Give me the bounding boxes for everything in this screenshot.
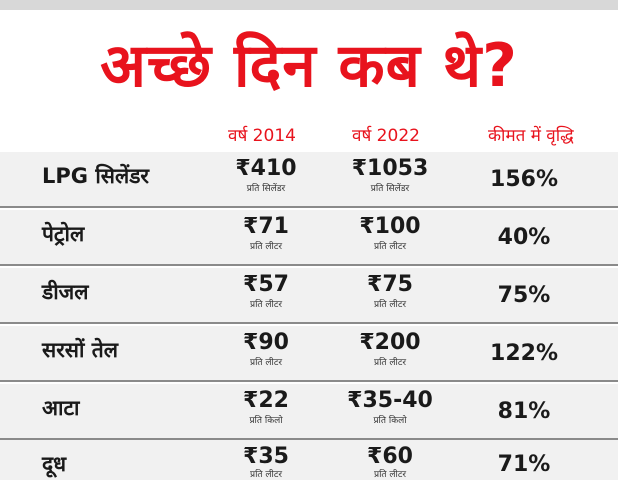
unit-2014: प्रति किलो bbox=[249, 416, 283, 426]
unit-2022: प्रति किलो bbox=[373, 416, 407, 426]
price-2022: ₹60 bbox=[367, 444, 413, 469]
unit-2014: प्रति लीटर bbox=[249, 300, 283, 310]
price-2022: ₹100 bbox=[359, 214, 421, 239]
unit-2022: प्रति लीटर bbox=[373, 300, 407, 310]
price-2014: ₹90 bbox=[243, 330, 289, 355]
table-row-milk: दूध ₹35 प्रति लीटर ₹60 प्रति लीटर 71% bbox=[0, 440, 618, 480]
row-divider bbox=[0, 206, 618, 208]
unit-2014: प्रति लीटर bbox=[249, 242, 283, 252]
row-divider bbox=[0, 380, 618, 382]
unit-2014: प्रति सिलेंडर bbox=[246, 184, 286, 194]
price-increase: 71% bbox=[497, 452, 551, 477]
unit-2022: प्रति लीटर bbox=[373, 358, 407, 368]
column-header-increase: कीमत में वृद्धि bbox=[488, 126, 574, 146]
row-divider bbox=[0, 322, 618, 324]
price-2022: ₹75 bbox=[367, 272, 413, 297]
item-name: LPG सिलेंडर bbox=[42, 164, 150, 188]
column-header-2022: वर्ष 2022 bbox=[352, 126, 420, 146]
row-divider bbox=[0, 264, 618, 266]
column-header-2014: वर्ष 2014 bbox=[228, 126, 296, 146]
item-name: डीजल bbox=[42, 280, 89, 304]
table-row-flour: आटा ₹22 प्रति किलो ₹35-40 प्रति किलो 81% bbox=[0, 384, 618, 440]
page-title: अच्छे दिन कब थे? bbox=[100, 31, 518, 101]
price-2022: ₹35-40 bbox=[347, 388, 433, 413]
price-2014: ₹57 bbox=[243, 272, 289, 297]
unit-2014: प्रति लीटर bbox=[249, 470, 283, 480]
item-name: दूध bbox=[42, 452, 67, 476]
unit-2022: प्रति लीटर bbox=[373, 242, 407, 252]
price-increase: 156% bbox=[490, 167, 558, 192]
price-increase: 81% bbox=[497, 399, 551, 424]
price-2014: ₹410 bbox=[235, 156, 297, 181]
price-2022: ₹200 bbox=[359, 330, 421, 355]
price-2022: ₹1053 bbox=[351, 156, 429, 181]
row-divider bbox=[0, 438, 618, 440]
price-2014: ₹71 bbox=[243, 214, 289, 239]
item-name: सरसों तेल bbox=[42, 338, 118, 362]
table-row-mustard-oil: सरसों तेल ₹90 प्रति लीटर ₹200 प्रति लीटर… bbox=[0, 326, 618, 382]
unit-2022: प्रति लीटर bbox=[373, 470, 407, 480]
table-row-lpg: LPG सिलेंडर ₹410 प्रति सिलेंडर ₹1053 प्र… bbox=[0, 152, 618, 208]
table-row-petrol: पेट्रोल ₹71 प्रति लीटर ₹100 प्रति लीटर 4… bbox=[0, 210, 618, 266]
price-2014: ₹35 bbox=[243, 444, 289, 469]
price-increase: 122% bbox=[490, 341, 558, 366]
unit-2014: प्रति लीटर bbox=[249, 358, 283, 368]
item-name: पेट्रोल bbox=[42, 222, 85, 246]
price-2014: ₹22 bbox=[243, 388, 289, 413]
price-increase: 40% bbox=[497, 225, 551, 250]
top-border bbox=[0, 0, 618, 10]
unit-2022: प्रति सिलेंडर bbox=[370, 184, 410, 194]
price-increase: 75% bbox=[497, 283, 551, 308]
table-row-diesel: डीजल ₹57 प्रति लीटर ₹75 प्रति लीटर 75% bbox=[0, 268, 618, 324]
item-name: आटा bbox=[42, 396, 80, 420]
